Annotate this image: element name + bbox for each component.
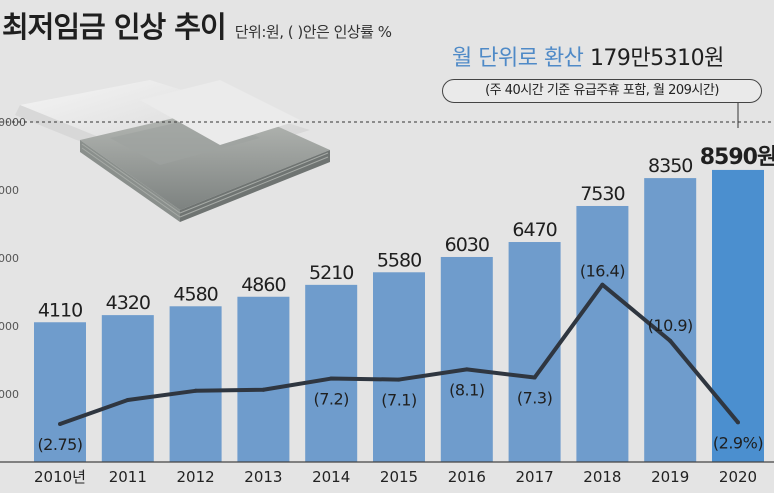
x-tick-label: 2015	[380, 468, 418, 486]
growth-point	[464, 367, 469, 372]
x-tick-label: 2017	[516, 468, 554, 486]
growth-point	[397, 377, 401, 382]
x-tick-label: 2018	[583, 468, 621, 486]
x-tick-label: 2016	[448, 468, 486, 486]
growth-point	[261, 387, 266, 392]
bar	[576, 205, 629, 463]
x-tick-label: 2010년	[34, 468, 86, 486]
bar-value-label: 8350	[648, 155, 692, 177]
x-tick-label: 2014	[312, 468, 350, 486]
bar	[237, 296, 290, 462]
title-row: 최저임금 인상 추이 단위:원, ( )안은 인상률 %	[2, 4, 392, 46]
x-tick-label: 2012	[177, 468, 215, 486]
bar-value-label: 8590원	[700, 145, 774, 170]
growth-point	[125, 397, 130, 402]
bar	[101, 315, 154, 462]
growth-point	[58, 421, 62, 426]
growth-label: (2.9%)	[713, 433, 763, 452]
bar-value-label: 5210	[309, 262, 353, 284]
bar	[305, 284, 358, 462]
bar-value-label: 7530	[580, 183, 624, 205]
bar	[34, 322, 86, 462]
bar	[373, 272, 425, 462]
y-tick-label: 8000	[0, 184, 19, 197]
growth-point	[532, 375, 537, 380]
growth-label: (7.1)	[381, 391, 416, 410]
growth-label: (7.3)	[517, 389, 552, 408]
y-tick-label: 4000	[0, 320, 19, 333]
growth-point	[600, 282, 605, 287]
growth-point	[329, 376, 334, 381]
x-tick-label: 2011	[109, 468, 147, 486]
bar-value-label: 6030	[445, 234, 489, 256]
bar-value-label: 6470	[512, 219, 556, 241]
bar-value-label: 4860	[241, 274, 285, 296]
growth-label: (10.9)	[648, 316, 693, 335]
bar	[440, 256, 493, 462]
annotation-label: 월 단위로 환산	[452, 46, 584, 71]
y-tick-label: 6000	[0, 252, 19, 265]
bar-value-label: 4110	[38, 299, 82, 321]
x-tick-label: 2019	[651, 468, 689, 486]
growth-label: (7.2)	[313, 390, 348, 409]
growth-label: (2.75)	[37, 435, 82, 454]
growth-label: (16.4)	[580, 262, 625, 281]
annotation-line: 월 단위로 환산 179만5310원	[452, 40, 724, 72]
bar	[712, 169, 764, 462]
annotation-value: 179만5310원	[589, 46, 724, 71]
bar-value-label: 4580	[173, 283, 217, 305]
x-tick-label: 2020	[719, 468, 757, 486]
x-tick-label: 2013	[244, 468, 282, 486]
money-stack-image	[15, 80, 330, 222]
bar-value-label: 5580	[377, 249, 421, 271]
chart-title: 최저임금 인상 추이	[2, 10, 227, 44]
bar	[644, 178, 697, 462]
annotation-note: (주 40시간 기준 유급주휴 포함, 월 209시간)	[442, 79, 762, 103]
growth-label: (8.1)	[449, 380, 484, 399]
bar	[169, 306, 222, 462]
growth-point	[193, 388, 198, 393]
bar-value-label: 4320	[106, 292, 150, 314]
y-tick-label: 2000	[0, 388, 19, 401]
growth-point	[736, 420, 740, 425]
chart-subtitle: 단위:원, ( )안은 인상률 %	[234, 23, 392, 41]
growth-point	[668, 338, 673, 343]
